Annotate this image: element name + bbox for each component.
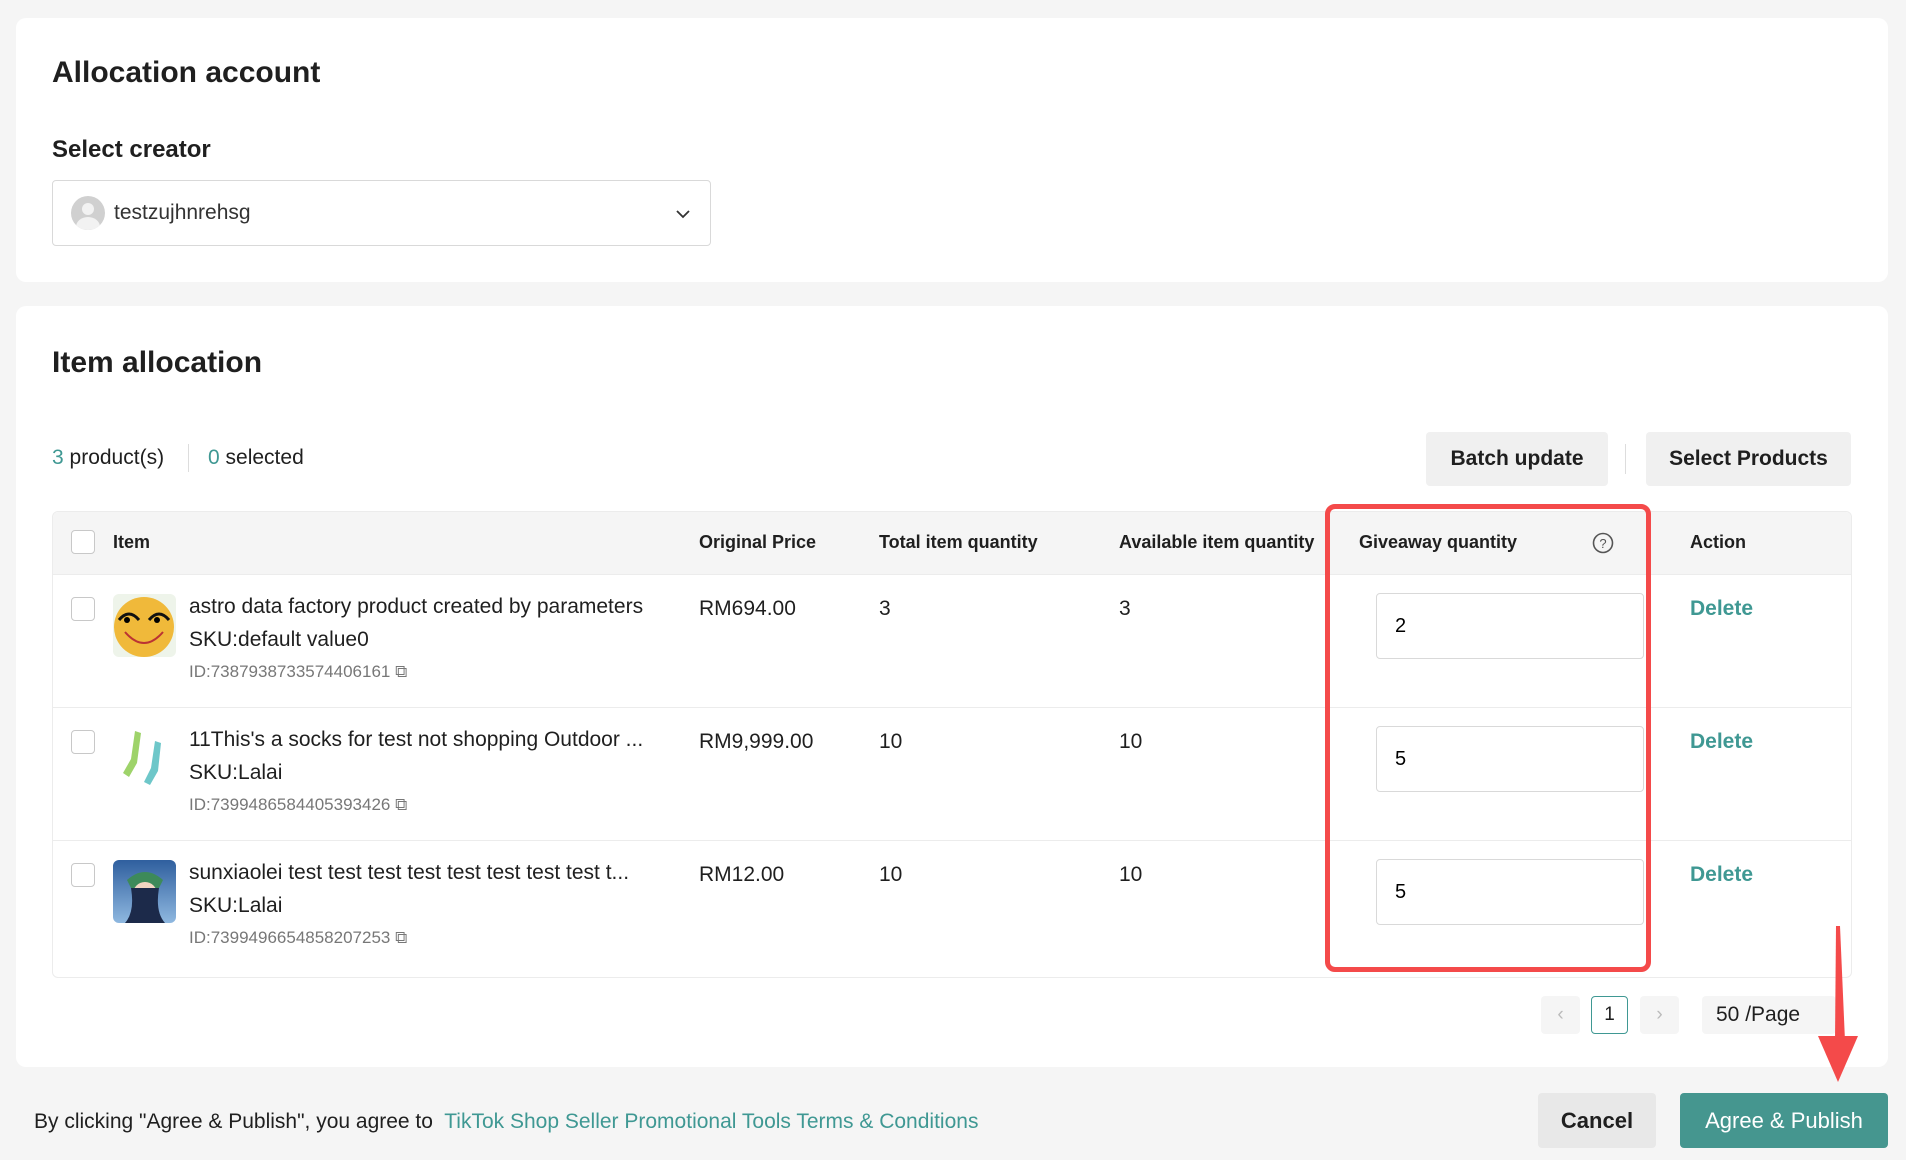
select-creator-label: Select creator: [52, 136, 211, 163]
giveaway-quantity-input[interactable]: [1376, 859, 1644, 925]
product-sku: SKU:default value0: [189, 628, 369, 651]
id-text: ID:7399486584405393426: [189, 795, 391, 814]
svg-text:?: ?: [1599, 536, 1606, 551]
creator-name: testzujhnrehsg: [114, 201, 251, 224]
item-allocation-card: Item allocation 3 product(s) 0 selected …: [16, 306, 1888, 1067]
divider: [1625, 444, 1626, 474]
row-checkbox[interactable]: [71, 863, 95, 887]
total-qty: 3: [879, 597, 891, 620]
avatar: [71, 196, 105, 230]
select-products-button[interactable]: Select Products: [1646, 432, 1851, 486]
delete-link[interactable]: Delete: [1690, 597, 1754, 620]
product-sku: SKU:Lalai: [189, 761, 283, 784]
page-size-select[interactable]: 50 /Page: [1702, 996, 1836, 1034]
id-text: ID:7399496654858207253: [189, 928, 391, 947]
col-price: Original Price: [699, 532, 817, 552]
label: product(s): [69, 446, 165, 469]
product-name: astro data factory product created by pa…: [189, 595, 644, 618]
agree-publish-button[interactable]: Agree & Publish: [1680, 1093, 1888, 1148]
total-qty: 10: [879, 863, 903, 886]
available-qty: 3: [1119, 597, 1131, 620]
giveaway-quantity-input[interactable]: [1376, 726, 1644, 792]
id-text: ID:7387938733574406161: [189, 662, 391, 681]
table-header: Item Original Price Total item quantity …: [53, 512, 1851, 574]
prev-page-button[interactable]: ‹: [1541, 996, 1580, 1034]
product-name: 11This's a socks for test not shopping O…: [189, 728, 644, 751]
section-title: Item allocation: [52, 346, 263, 379]
row-checkbox[interactable]: [71, 597, 95, 621]
batch-update-button[interactable]: Batch update: [1426, 432, 1608, 486]
price: RM9,999.00: [699, 730, 814, 753]
col-action: Action: [1690, 532, 1746, 552]
product-count: 3 product(s): [52, 446, 164, 470]
next-page-button[interactable]: ›: [1640, 996, 1679, 1034]
page-1-button[interactable]: 1: [1591, 996, 1628, 1034]
price: RM694.00: [699, 597, 796, 620]
product-image: [113, 727, 176, 790]
copy-icon[interactable]: ⧉: [395, 795, 408, 814]
section-title: Allocation account: [52, 56, 321, 89]
product-id: ID:7399496654858207253 ⧉: [189, 928, 407, 948]
product-id: ID:7387938733574406161 ⧉: [189, 662, 407, 682]
product-id: ID:7399486584405393426 ⧉: [189, 795, 407, 815]
allocation-account-card: Allocation account Select creator testzu…: [16, 18, 1888, 282]
count: 0: [208, 446, 220, 469]
delete-link[interactable]: Delete: [1690, 730, 1754, 753]
price: RM12.00: [699, 863, 785, 886]
available-qty: 10: [1119, 863, 1143, 886]
giveaway-quantity-input[interactable]: [1376, 593, 1644, 659]
page-size-value: 50 /Page: [1716, 1003, 1801, 1026]
product-image: [113, 594, 176, 657]
table-row: sunxiaolei test test test test test test…: [53, 840, 1851, 973]
table-row: astro data factory product created by pa…: [53, 574, 1851, 707]
table-row: 11This's a socks for test not shopping O…: [53, 707, 1851, 840]
help-icon[interactable]: ?: [1592, 532, 1614, 554]
copy-icon[interactable]: ⧉: [395, 928, 408, 947]
terms-prefix: By clicking "Agree & Publish", you agree…: [34, 1110, 433, 1133]
count: 3: [52, 446, 64, 469]
total-qty: 10: [879, 730, 903, 753]
select-all-checkbox[interactable]: [71, 530, 95, 554]
product-name: sunxiaolei test test test test test test…: [189, 861, 630, 884]
chevron-down-icon: [676, 210, 690, 219]
col-available: Available item quantity: [1119, 532, 1315, 552]
label: selected: [225, 446, 304, 469]
creator-select[interactable]: testzujhnrehsg: [52, 180, 711, 246]
terms-link[interactable]: TikTok Shop Seller Promotional Tools Ter…: [444, 1110, 979, 1133]
cancel-button[interactable]: Cancel: [1538, 1093, 1656, 1148]
terms-text: By clicking "Agree & Publish", you agree…: [34, 1110, 978, 1134]
highlight-box: [1325, 504, 1651, 972]
col-giveaway: Giveaway quantity: [1359, 532, 1518, 552]
available-qty: 10: [1119, 730, 1143, 753]
selected-count: 0 selected: [208, 446, 304, 470]
row-checkbox[interactable]: [71, 730, 95, 754]
product-image: [113, 860, 176, 923]
copy-icon[interactable]: ⧉: [395, 662, 408, 681]
product-sku: SKU:Lalai: [189, 894, 283, 917]
col-total: Total item quantity: [879, 532, 1038, 552]
items-table: Item Original Price Total item quantity …: [52, 511, 1852, 978]
delete-link[interactable]: Delete: [1690, 863, 1754, 886]
divider: [188, 444, 189, 472]
col-item: Item: [113, 532, 151, 552]
arrow-annotation-icon: [1818, 926, 1858, 1082]
